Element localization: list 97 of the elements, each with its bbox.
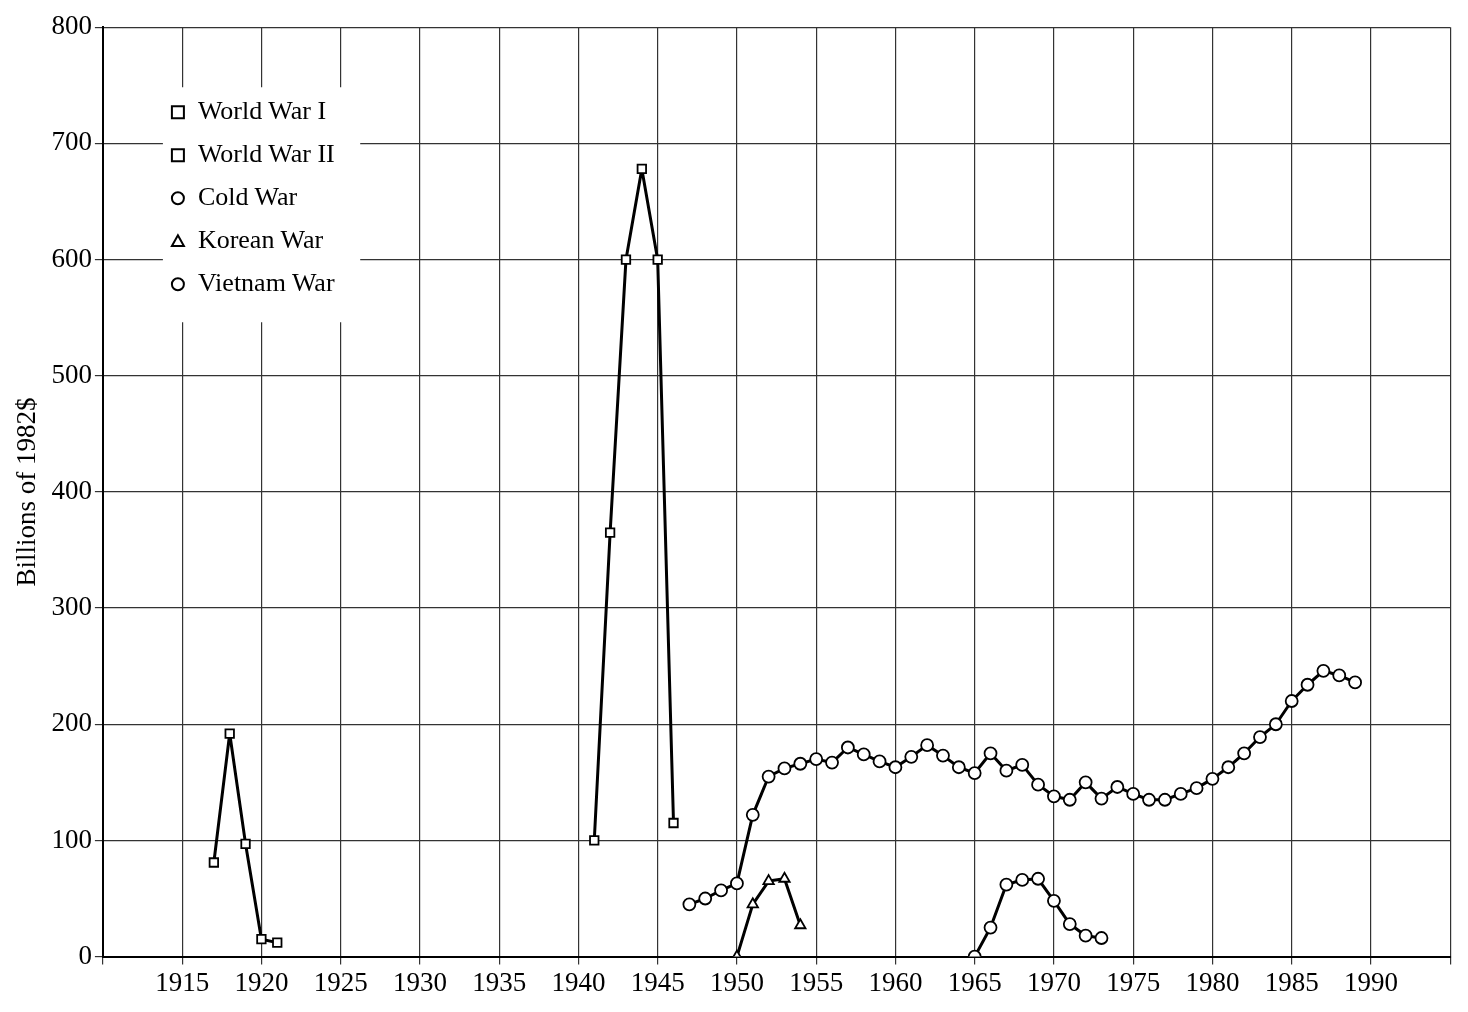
x-tick-label: 1955 — [789, 966, 844, 997]
point — [714, 883, 728, 898]
x-tick-label: 1960 — [868, 966, 923, 997]
x-tick-label: 1980 — [1185, 966, 1240, 997]
point — [999, 763, 1014, 778]
point — [256, 934, 267, 945]
point — [652, 254, 663, 265]
point — [1062, 792, 1077, 807]
x-tick-label: 1925 — [313, 966, 368, 997]
x-tick-label: 1990 — [1343, 966, 1398, 997]
legend-label: World War II — [197, 139, 335, 169]
point — [208, 857, 219, 868]
point — [1031, 871, 1045, 886]
point — [1348, 675, 1362, 690]
point — [1094, 791, 1109, 806]
point — [240, 838, 251, 850]
point — [1142, 792, 1156, 807]
point — [1332, 668, 1347, 683]
point — [636, 163, 647, 175]
legend-label: World War I — [197, 96, 327, 126]
point — [778, 871, 791, 883]
x-tick-label: 1945 — [630, 966, 685, 997]
y-tick-label: 500 — [51, 358, 92, 389]
point — [951, 760, 966, 775]
point — [746, 897, 759, 909]
y-tick-label: 400 — [51, 474, 92, 505]
point — [682, 897, 697, 912]
y-tick-label: 600 — [51, 242, 92, 273]
point — [698, 891, 713, 906]
point — [888, 760, 903, 775]
point — [1126, 787, 1141, 801]
x-tick-label: 1915 — [155, 966, 210, 997]
x-tick-label: 1935 — [472, 966, 527, 997]
x-tick-label: 1940 — [551, 966, 606, 997]
point — [1268, 717, 1283, 732]
point — [1031, 777, 1045, 792]
x-tick-label: 1965 — [947, 966, 1002, 997]
point — [936, 748, 950, 763]
y-tick-label: 800 — [51, 10, 92, 41]
point — [1221, 760, 1236, 775]
x-tick-label: 1930 — [392, 966, 447, 997]
point — [920, 738, 935, 753]
point — [983, 746, 998, 761]
point — [1237, 746, 1252, 761]
point — [620, 254, 632, 265]
point — [1173, 787, 1188, 801]
y-tick-label: 200 — [51, 707, 92, 738]
y-tick-label: 100 — [51, 823, 92, 854]
point — [793, 756, 808, 771]
point — [1015, 758, 1030, 772]
legend-label: Cold War — [197, 182, 298, 212]
point — [1094, 931, 1109, 945]
point — [999, 877, 1014, 892]
point — [1062, 917, 1077, 931]
point — [589, 835, 600, 846]
x-tick-label: 1950 — [709, 966, 764, 997]
point — [1205, 771, 1220, 786]
point — [1284, 694, 1299, 708]
legend-label: Korean War — [197, 225, 324, 255]
point — [761, 769, 776, 784]
point — [1300, 677, 1315, 692]
point — [730, 876, 744, 891]
point — [1157, 792, 1172, 807]
point — [840, 740, 855, 755]
x-tick-label: 1920 — [234, 966, 289, 997]
point — [983, 920, 998, 935]
point — [1047, 893, 1061, 908]
point — [272, 937, 283, 948]
point — [1316, 663, 1331, 678]
point — [825, 755, 839, 770]
point — [1015, 873, 1030, 887]
y-tick-label: 700 — [51, 126, 92, 157]
point — [1047, 789, 1061, 804]
point — [872, 754, 887, 769]
point — [777, 761, 792, 776]
point — [1189, 781, 1204, 796]
point — [604, 527, 616, 538]
point — [904, 749, 919, 764]
point — [1078, 775, 1093, 790]
point — [224, 728, 235, 739]
y-tick-label: 0 — [78, 939, 92, 970]
x-tick-label: 1985 — [1264, 966, 1319, 997]
point — [668, 817, 679, 829]
point — [762, 874, 775, 885]
point — [856, 747, 871, 762]
point — [794, 918, 807, 930]
point — [967, 766, 982, 780]
y-tick-label: 300 — [51, 591, 92, 622]
y-axis-title: Billions of 1982$ — [11, 397, 42, 587]
point — [1253, 730, 1267, 744]
point — [1110, 780, 1125, 794]
point — [809, 752, 824, 766]
point — [1078, 928, 1093, 943]
x-tick-label: 1975 — [1106, 966, 1161, 997]
legend-label: Vietnam War — [197, 268, 335, 298]
x-tick-label: 1970 — [1026, 966, 1081, 997]
point — [745, 807, 760, 822]
